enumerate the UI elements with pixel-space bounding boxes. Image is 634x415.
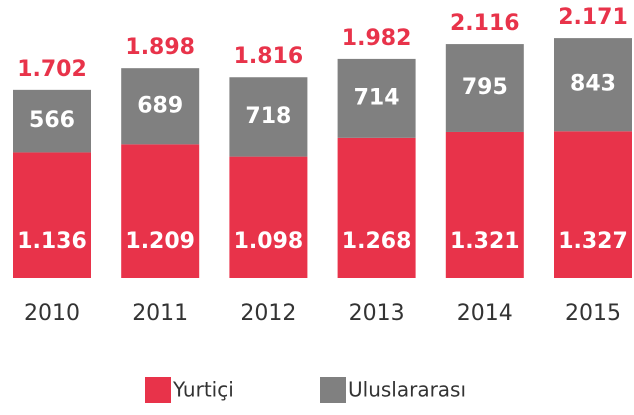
bar-segment bbox=[121, 144, 200, 278]
segment-label: 1.098 bbox=[234, 229, 304, 254]
x-tick-label: 2012 bbox=[240, 301, 296, 326]
total-label: 1.898 bbox=[125, 35, 195, 60]
total-label: 1.702 bbox=[17, 57, 87, 82]
total-label: 1.816 bbox=[234, 44, 304, 69]
bar-segment bbox=[13, 89, 91, 153]
total-label: 1.982 bbox=[342, 26, 412, 51]
bar-segment bbox=[229, 77, 308, 157]
x-tick-label: 2014 bbox=[457, 301, 513, 326]
legend-label: Uluslararası bbox=[348, 378, 466, 402]
total-label: 2.171 bbox=[558, 5, 628, 30]
bar-segment bbox=[554, 38, 632, 132]
segment-label: 1.136 bbox=[17, 229, 87, 254]
segment-label: 795 bbox=[462, 75, 508, 100]
bar-segment bbox=[229, 156, 308, 278]
segment-label: 1.321 bbox=[450, 229, 520, 254]
bar-segment bbox=[13, 152, 91, 278]
x-tick-label: 2011 bbox=[132, 301, 188, 326]
segment-label: 1.327 bbox=[558, 229, 628, 254]
legend-swatch bbox=[320, 377, 346, 403]
segment-label: 689 bbox=[137, 93, 183, 118]
segment-label: 1.209 bbox=[125, 229, 195, 254]
segment-label: 566 bbox=[29, 108, 75, 133]
x-tick-label: 2010 bbox=[24, 301, 80, 326]
bar-segment bbox=[554, 131, 632, 278]
legend-label: Yurtiçi bbox=[172, 378, 234, 402]
bar-segment bbox=[445, 44, 524, 132]
segment-label: 843 bbox=[570, 72, 616, 97]
bar-segment bbox=[337, 58, 416, 138]
total-label: 2.116 bbox=[450, 11, 520, 36]
bar-segment bbox=[121, 68, 200, 145]
segment-label: 714 bbox=[354, 85, 400, 110]
segment-label: 718 bbox=[245, 104, 291, 129]
legend-swatch bbox=[145, 377, 171, 403]
x-tick-label: 2015 bbox=[565, 301, 621, 326]
segment-label: 1.268 bbox=[342, 229, 412, 254]
x-tick-label: 2013 bbox=[349, 301, 405, 326]
bar-segment bbox=[445, 131, 524, 278]
bar-segment bbox=[337, 137, 416, 278]
